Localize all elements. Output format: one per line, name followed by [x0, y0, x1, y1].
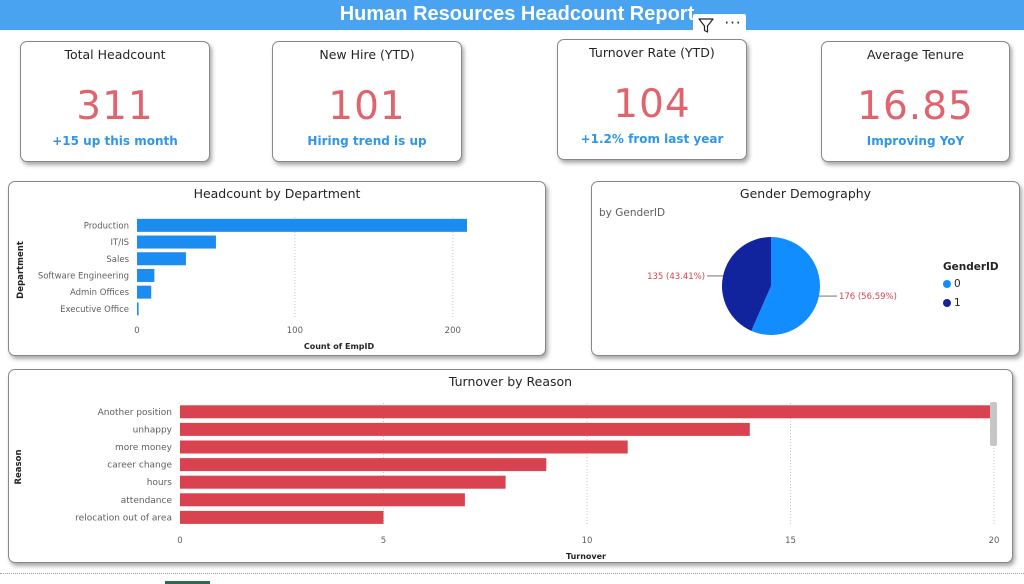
- y-category-label: IT/IS: [111, 238, 129, 248]
- pie-slice: [751, 237, 820, 335]
- y-category-label: attendance: [121, 496, 173, 506]
- bar: [180, 440, 628, 454]
- y-axis-title: Reason: [14, 450, 24, 485]
- gender-pie-chart: 176 (56.59%) 135 (43.41%): [647, 237, 897, 335]
- kpi-subtitle: +15 up this month: [52, 134, 178, 148]
- page-tab-indicator[interactable]: [165, 581, 210, 584]
- data-label: 176 (56.59%): [839, 292, 897, 302]
- kpi-value: 104: [613, 82, 691, 127]
- bar: [137, 285, 152, 299]
- bar: [180, 405, 994, 419]
- chart-title: Turnover by Reason: [448, 374, 573, 389]
- y-category-label: Production: [84, 221, 129, 231]
- kpi-value: 101: [328, 84, 406, 129]
- page-divider: [0, 573, 1024, 574]
- chart-subtitle: by GenderID: [599, 207, 666, 219]
- department-bar-chart: Department Count of EmpID 0 100 200 Product…: [16, 217, 467, 351]
- bar: [137, 218, 467, 232]
- legend-marker: [943, 299, 951, 307]
- kpi-title: New Hire (YTD): [319, 47, 415, 62]
- y-category-label: Another position: [98, 408, 172, 418]
- bar: [137, 235, 216, 249]
- x-tick-label: 200: [445, 326, 461, 336]
- bar: [180, 475, 506, 489]
- pie-slice: [722, 237, 771, 331]
- chart-title: Gender Demography: [739, 186, 872, 201]
- bar: [180, 493, 465, 507]
- y-category-label: unhappy: [133, 425, 173, 435]
- filter-icon[interactable]: [697, 17, 715, 35]
- kpi-value: 16.85: [857, 84, 974, 129]
- bar: [180, 422, 750, 436]
- legend-marker: [943, 280, 951, 288]
- kpi-card-turnover-rate[interactable]: Turnover Rate (YTD) 104 +1.2% from last …: [557, 39, 747, 160]
- more-options-icon[interactable]: ···: [724, 14, 742, 32]
- y-category-label: Software Engineering: [38, 271, 129, 281]
- legend-label: 0: [954, 278, 961, 290]
- y-category-label: hours: [147, 478, 173, 488]
- kpi-subtitle: Improving YoY: [866, 134, 965, 148]
- turnover-bar-chart: Reason Turnover 0 5 10 15 20 Another position…: [14, 403, 1000, 561]
- kpi-subtitle: Hiring trend is up: [307, 134, 427, 148]
- x-axis-title: Count of EmpID: [304, 342, 375, 351]
- y-category-label: career change: [107, 461, 172, 471]
- kpi-subtitle: +1.2% from last year: [580, 132, 724, 146]
- y-category-label: Admin Offices: [70, 288, 130, 298]
- y-category-label: Executive Office: [60, 305, 129, 315]
- bar: [137, 302, 139, 316]
- kpi-title: Turnover Rate (YTD): [589, 45, 715, 60]
- x-tick-label: 5: [381, 536, 386, 546]
- x-tick-label: 0: [177, 536, 182, 546]
- chart-title: Headcount by Department: [193, 186, 361, 201]
- y-category-label: relocation out of area: [75, 513, 172, 523]
- turnover-scrollbar[interactable]: [990, 402, 997, 446]
- x-tick-label: 100: [287, 326, 303, 336]
- gender-demography-card[interactable]: Gender Demography by GenderID 176 (56.59…: [591, 181, 1020, 356]
- x-tick-label: 15: [785, 536, 796, 546]
- headcount-by-department-card[interactable]: Headcount by Department Department Count…: [8, 181, 546, 356]
- x-tick-label: 20: [989, 536, 1000, 546]
- data-label: 135 (43.41%): [647, 272, 705, 282]
- legend-label: 1: [954, 297, 961, 309]
- legend-title: GenderID: [943, 261, 999, 273]
- legend-item-1[interactable]: 1: [943, 297, 961, 309]
- bar: [137, 268, 155, 282]
- kpi-card-total-headcount[interactable]: Total Headcount 311 +15 up this month: [20, 41, 210, 162]
- kpi-title: Average Tenure: [867, 47, 964, 62]
- report-title-bar: [0, 0, 1024, 30]
- report-title: Human Resources Headcount Report: [339, 3, 695, 25]
- kpi-value: 311: [76, 84, 154, 129]
- turnover-by-reason-card[interactable]: Turnover by Reason Reason Turnover 0 5 10 1…: [8, 369, 1013, 563]
- kpi-card-new-hire[interactable]: New Hire (YTD) 101 Hiring trend is up: [272, 41, 462, 162]
- kpi-card-average-tenure[interactable]: Average Tenure 16.85 Improving YoY: [821, 41, 1010, 162]
- x-tick-label: 0: [134, 326, 139, 336]
- visual-header: ···: [693, 14, 746, 36]
- x-tick-label: 10: [582, 536, 593, 546]
- legend-item-0[interactable]: 0: [943, 278, 961, 290]
- y-category-label: more money: [115, 443, 173, 453]
- bar: [180, 458, 547, 472]
- bar: [180, 510, 384, 524]
- y-axis-title: Department: [16, 241, 26, 299]
- bar: [137, 252, 186, 266]
- x-axis-title: Turnover: [566, 552, 606, 561]
- y-category-label: Sales: [106, 255, 129, 265]
- kpi-title: Total Headcount: [64, 47, 166, 62]
